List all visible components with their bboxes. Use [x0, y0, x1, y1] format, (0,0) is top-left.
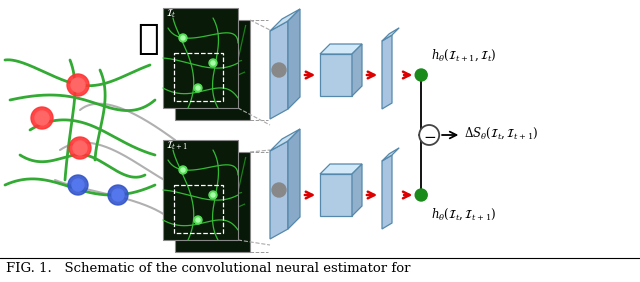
Circle shape: [209, 59, 217, 67]
Polygon shape: [288, 129, 300, 229]
Text: $\mathcal{I}_{t+1}$: $\mathcal{I}_{t+1}$: [166, 140, 188, 153]
Polygon shape: [320, 44, 362, 54]
Polygon shape: [320, 164, 362, 174]
Circle shape: [181, 36, 185, 40]
Circle shape: [419, 125, 439, 145]
Circle shape: [73, 141, 87, 155]
Polygon shape: [270, 21, 288, 119]
Circle shape: [31, 107, 53, 129]
Circle shape: [415, 189, 428, 201]
Text: $h_\theta(\mathcal{I}_{t+1}, \mathcal{I}_t)$: $h_\theta(\mathcal{I}_{t+1}, \mathcal{I}…: [431, 48, 497, 63]
Bar: [174, 185, 223, 233]
Bar: [174, 53, 223, 101]
Polygon shape: [320, 174, 352, 216]
Text: $\mathcal{I}_t$: $\mathcal{I}_t$: [178, 152, 188, 164]
Bar: [163, 140, 238, 240]
Circle shape: [179, 34, 187, 42]
Circle shape: [69, 137, 91, 159]
Circle shape: [415, 69, 428, 81]
Text: FIG. 1.   Schematic of the convolutional neural estimator for: FIG. 1. Schematic of the convolutional n…: [6, 262, 410, 275]
Circle shape: [71, 78, 85, 92]
Circle shape: [68, 175, 88, 195]
Polygon shape: [382, 155, 392, 229]
Polygon shape: [382, 28, 399, 41]
Circle shape: [108, 185, 128, 205]
Text: $\Delta S_\theta(\mathcal{I}_t, \mathcal{I}_{t+1})$: $\Delta S_\theta(\mathcal{I}_t, \mathcal…: [464, 125, 539, 141]
Circle shape: [272, 63, 286, 77]
Polygon shape: [270, 9, 300, 31]
Polygon shape: [270, 141, 288, 239]
Polygon shape: [382, 35, 392, 109]
Polygon shape: [288, 9, 300, 109]
Text: $-$: $-$: [422, 129, 436, 144]
Circle shape: [181, 168, 185, 172]
Polygon shape: [352, 44, 362, 96]
Circle shape: [272, 183, 286, 197]
Circle shape: [211, 61, 215, 65]
Bar: [163, 8, 238, 108]
Text: $\mathcal{I}_t$: $\mathcal{I}_t$: [166, 8, 177, 21]
Circle shape: [67, 74, 89, 96]
Text: $\mathcal{I}_{t+1}$: $\mathcal{I}_{t+1}$: [178, 20, 200, 32]
Circle shape: [179, 166, 187, 174]
Circle shape: [209, 191, 217, 199]
Polygon shape: [382, 148, 399, 161]
Circle shape: [72, 179, 84, 191]
Circle shape: [194, 216, 202, 224]
Circle shape: [194, 84, 202, 92]
Text: $h_\theta(\mathcal{I}_t, \mathcal{I}_{t+1})$: $h_\theta(\mathcal{I}_t, \mathcal{I}_{t+…: [431, 207, 497, 222]
Circle shape: [211, 193, 215, 197]
Polygon shape: [270, 129, 300, 151]
Circle shape: [35, 111, 49, 125]
Polygon shape: [352, 164, 362, 216]
Bar: [175, 20, 250, 120]
Bar: [175, 152, 250, 252]
Circle shape: [196, 86, 200, 90]
Circle shape: [112, 189, 124, 201]
Polygon shape: [320, 54, 352, 96]
Text: 🎬: 🎬: [137, 22, 159, 56]
Circle shape: [196, 218, 200, 222]
